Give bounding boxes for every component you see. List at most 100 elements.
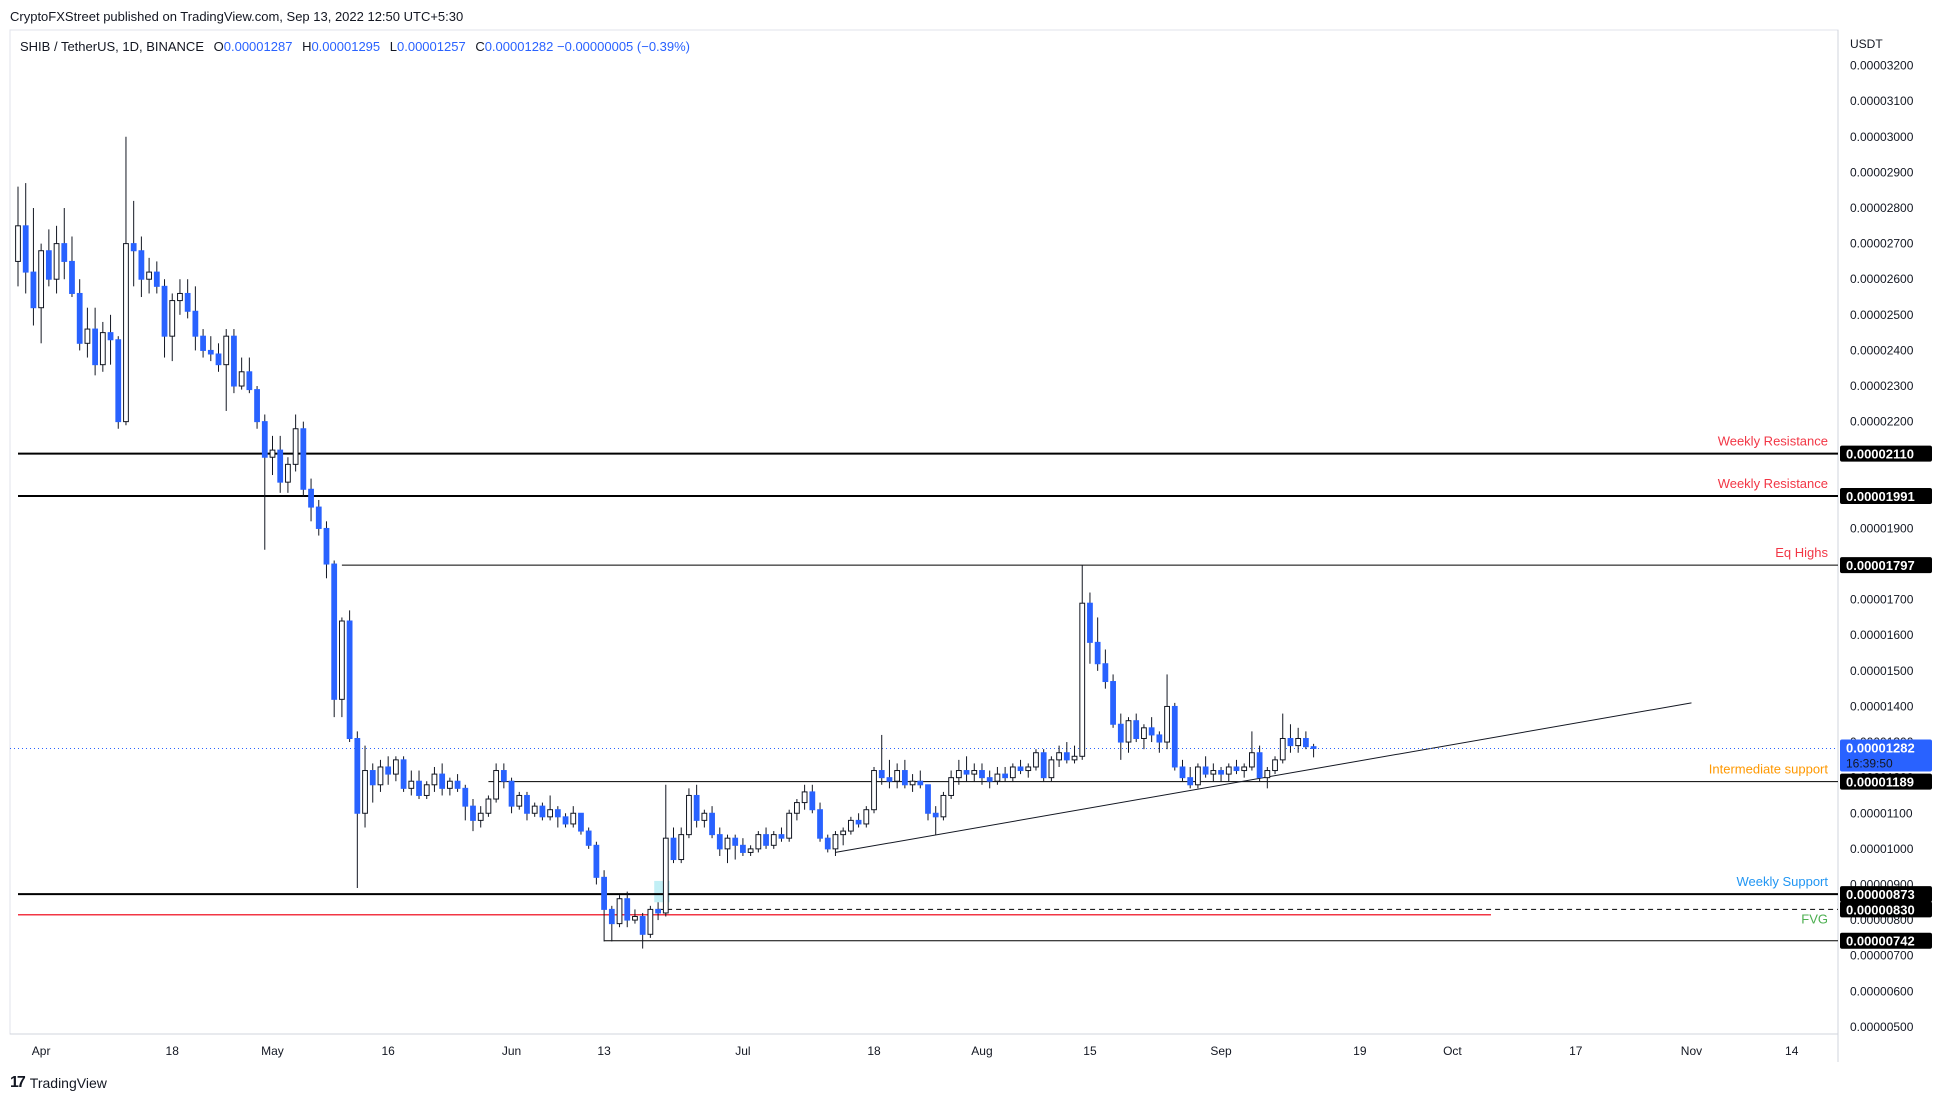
candle (562, 813, 569, 828)
candle-body (1295, 737, 1302, 747)
candle (1287, 724, 1294, 753)
candle (971, 763, 978, 782)
candles (15, 136, 1317, 949)
candle-body (1033, 752, 1039, 768)
candle-body (670, 837, 677, 861)
level-price-tag: 0.00002110 (1840, 445, 1932, 462)
price-tick-label: 0.00002600 (1850, 272, 1914, 286)
candle (1063, 742, 1070, 764)
candle (223, 329, 230, 411)
candle (1002, 766, 1009, 782)
candle-body (747, 848, 754, 853)
candle (1195, 763, 1201, 789)
candle (346, 610, 353, 743)
candle-body (377, 766, 384, 786)
candle-body (53, 243, 60, 280)
level-price-tag: 0.00001797 (1840, 557, 1932, 574)
symbol-name[interactable]: SHIB / TetherUS, 1D, BINANCE (20, 39, 204, 54)
candle-body (446, 780, 453, 789)
candle-body (709, 812, 715, 836)
candle-body (454, 780, 461, 789)
candle (130, 200, 137, 287)
candle (1017, 759, 1024, 775)
time-tick-label: 19 (1353, 1044, 1367, 1058)
candle-body (863, 809, 870, 825)
candle-body (901, 770, 908, 786)
candle-body (15, 225, 21, 262)
candle-body (92, 328, 99, 366)
candle (462, 784, 469, 821)
candle (763, 827, 769, 849)
candle (670, 827, 677, 864)
candle-body (485, 798, 492, 814)
candle (1071, 745, 1078, 764)
price-tick-label: 0.00001500 (1850, 664, 1914, 678)
candle-body (493, 770, 500, 800)
price-tick-label: 0.00002700 (1850, 237, 1914, 251)
price-tick-label: 0.00001100 (1850, 806, 1913, 820)
candle-body (647, 908, 654, 935)
candle (1210, 763, 1217, 782)
candle (339, 617, 345, 718)
candle-body (1063, 752, 1070, 761)
candle (709, 806, 715, 839)
candle (871, 766, 877, 814)
high-value: 0.00001295 (311, 39, 381, 54)
candle-body (531, 805, 538, 814)
candle-body (76, 292, 83, 344)
candle (308, 478, 314, 522)
candle (1171, 702, 1178, 771)
candle (817, 802, 823, 842)
close-value: 0.00001282 (484, 39, 554, 54)
candle (431, 766, 438, 792)
candle (593, 841, 600, 885)
candle-body (801, 791, 808, 804)
price-tick-label: 0.00002200 (1850, 415, 1914, 429)
candle (69, 236, 75, 298)
candle (1048, 756, 1055, 782)
candle (1241, 763, 1248, 778)
candle (963, 756, 970, 782)
tradingview-footer[interactable]: 17 TradingView (10, 1074, 107, 1092)
candle-body (878, 770, 885, 779)
candle (315, 499, 322, 536)
candle-body (1256, 752, 1263, 779)
candle-body (292, 428, 299, 465)
candle (408, 770, 415, 796)
candle-body (886, 777, 893, 782)
time-tick-label: 17 (1569, 1044, 1583, 1058)
candle-body (69, 260, 75, 294)
candle (207, 336, 214, 362)
candle (840, 827, 847, 846)
candle-body (655, 908, 661, 914)
time-tick-label: Oct (1443, 1044, 1462, 1058)
open-label: O (213, 39, 224, 54)
candle-body (392, 759, 399, 775)
candle-body (1110, 681, 1116, 725)
level-label: Intermediate support (1709, 762, 1829, 777)
candle (84, 307, 91, 358)
candle-body (231, 335, 237, 387)
level-price-tag: 0.00000830 (1840, 901, 1932, 918)
candle (485, 795, 492, 817)
candle-body (369, 770, 376, 786)
candle (1187, 766, 1194, 789)
candle (377, 759, 384, 792)
level-tag-box (1840, 773, 1932, 790)
candle-body (1310, 746, 1317, 749)
candle-body (570, 812, 577, 825)
level-label: Eq Highs (1775, 545, 1828, 560)
candle-body (1056, 752, 1062, 761)
candle (601, 870, 607, 942)
candle-body (385, 766, 392, 775)
candle-body (1141, 727, 1147, 739)
candle-body (562, 816, 569, 825)
candle-body (824, 837, 831, 850)
candle (177, 279, 183, 315)
candle (917, 770, 924, 789)
candle-body (909, 780, 916, 786)
level-tag-box (1840, 488, 1932, 505)
candle-body (277, 449, 284, 483)
candle-body (261, 421, 268, 458)
